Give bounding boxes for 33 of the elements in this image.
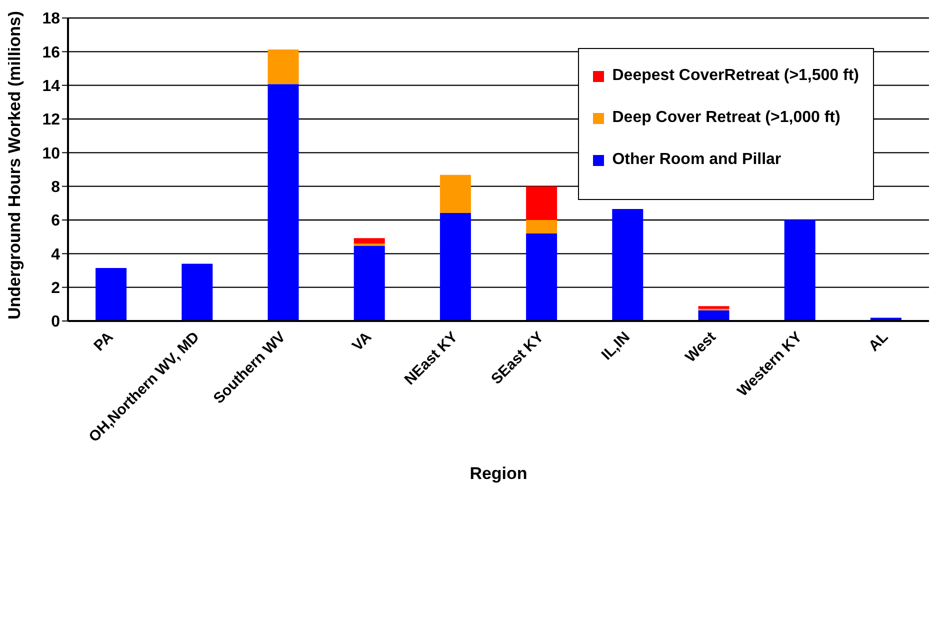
y-tick-label: 0 [51, 314, 60, 331]
bar [526, 233, 558, 321]
bar [784, 220, 816, 321]
bar [354, 246, 385, 321]
y-tick-label: 10 [42, 145, 60, 162]
x-axis-title: Region [470, 464, 528, 483]
bar [96, 268, 127, 321]
bar [698, 310, 730, 321]
bar [612, 209, 644, 321]
y-tick-label: 14 [42, 78, 60, 96]
bar [182, 264, 213, 321]
y-tick-label: 4 [51, 246, 60, 264]
bar [698, 306, 730, 309]
bar [268, 49, 299, 84]
legend-label: Other Room and Pillar [612, 151, 782, 169]
bar [440, 212, 471, 321]
y-tick-label: 2 [51, 280, 60, 298]
legend-label: Deep Cover Retreat (>1,000 ft) [612, 109, 840, 127]
y-tick-label: 6 [51, 212, 60, 230]
y-tick-label: 18 [42, 10, 60, 28]
x-tick-label: VA [349, 328, 376, 355]
bar [354, 238, 385, 244]
bar [526, 220, 558, 234]
bar [268, 84, 299, 321]
x-tick-label: PA [90, 328, 117, 355]
y-axis-title: Underground Hours Worked (millions) [5, 10, 24, 320]
bar [440, 174, 471, 213]
x-tick-label: AL [865, 328, 892, 355]
y-tick-label: 16 [42, 44, 60, 62]
y-tick-label: 12 [42, 112, 60, 129]
legend-label: Deepest CoverRetreat (>1,500 ft) [612, 67, 859, 85]
bar [526, 186, 558, 220]
y-tick-label: 8 [51, 179, 60, 196]
